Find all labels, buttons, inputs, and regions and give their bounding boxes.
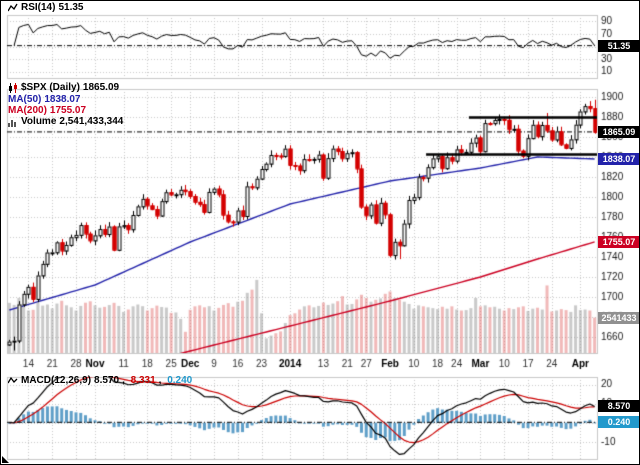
ma200-label: MA(200)	[8, 105, 47, 116]
symbol-label: $SPX (Daily)	[21, 82, 80, 93]
macd-signal-value: 8.331	[130, 375, 156, 386]
line-chart-icon	[7, 3, 18, 13]
bar-chart-icon	[8, 117, 18, 127]
corner-logo-mark	[2, 456, 9, 463]
macd-legend: MACD(12,26,9) 8.570, 8.331, 0.240	[7, 375, 193, 386]
macd-sep1: ,	[122, 375, 128, 386]
ma200-value-box: 1755.07	[598, 236, 639, 248]
line-chart-icon	[7, 376, 18, 386]
volume-legend: Volume 2,541,433,344	[8, 117, 123, 127]
macd-label: MACD(12,26,9)	[21, 375, 92, 386]
ma200-legend: MA(200) 1755.07	[8, 106, 86, 116]
last-price-value: 1865.09	[82, 82, 120, 93]
price-value-box: 1865.09	[598, 126, 639, 138]
ma200-value: 1755.07	[49, 105, 87, 116]
rsi-value: 51.35	[58, 2, 84, 13]
macd-value-box: 8.570	[598, 400, 639, 412]
macd-hist-value: 0.240	[167, 375, 193, 386]
ma50-legend: MA(50) 1838.07	[8, 95, 81, 105]
volume-value: 2,541,433,344	[59, 116, 124, 127]
volume-value-box: 2541433	[598, 312, 639, 324]
ma50-label: MA(50)	[8, 94, 42, 105]
candlestick-icon	[8, 83, 18, 93]
ma50-value-box: 1838.07	[598, 153, 639, 165]
volume-label: Volume	[21, 116, 57, 127]
rsi-legend: RSI(14) 51.35	[7, 2, 84, 13]
hist-value-box: 0.240	[598, 416, 639, 428]
rsi-label: RSI(14)	[21, 2, 56, 13]
symbol-legend: $SPX (Daily) 1865.09	[8, 83, 119, 93]
macd-sep2: ,	[158, 375, 165, 386]
rsi-value-box: 51.35	[598, 40, 639, 52]
macd-value: 8.570	[94, 375, 120, 386]
ma50-value: 1838.07	[44, 94, 81, 105]
